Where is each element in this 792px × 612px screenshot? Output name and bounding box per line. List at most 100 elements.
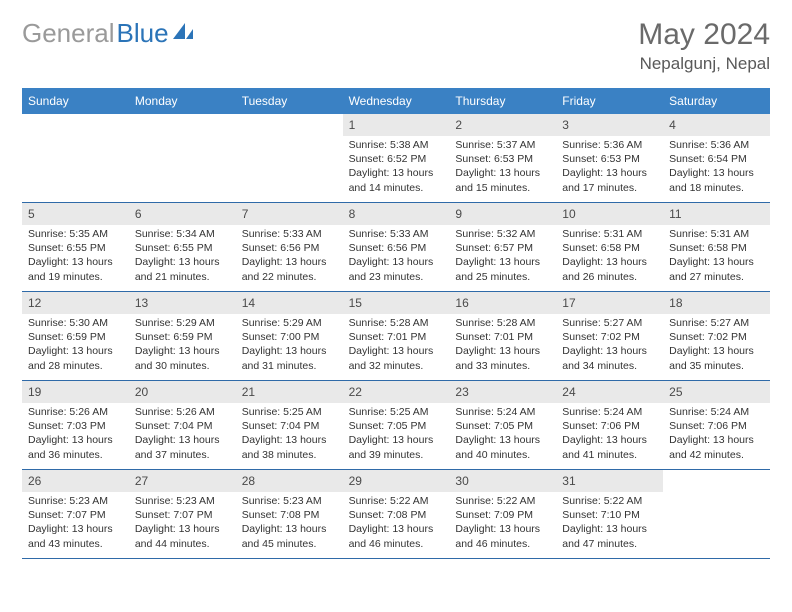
- day-number: 11: [663, 203, 770, 225]
- weekday-header: Sunday: [22, 88, 129, 114]
- daylight-line: Daylight: 13 hours and 31 minutes.: [242, 344, 337, 372]
- day-number: 8: [343, 203, 450, 225]
- calendar-cell: 14Sunrise: 5:29 AMSunset: 7:00 PMDayligh…: [236, 292, 343, 380]
- day-details: Sunrise: 5:31 AMSunset: 6:58 PMDaylight:…: [556, 225, 663, 290]
- day-details: Sunrise: 5:33 AMSunset: 6:56 PMDaylight:…: [343, 225, 450, 290]
- day-details: Sunrise: 5:32 AMSunset: 6:57 PMDaylight:…: [449, 225, 556, 290]
- daylight-line: Daylight: 13 hours and 35 minutes.: [669, 344, 764, 372]
- sunset-line: Sunset: 6:59 PM: [135, 330, 230, 344]
- sunset-line: Sunset: 7:08 PM: [242, 508, 337, 522]
- daylight-line: Daylight: 13 hours and 47 minutes.: [562, 522, 657, 550]
- daylight-line: Daylight: 13 hours and 27 minutes.: [669, 255, 764, 283]
- sunrise-line: Sunrise: 5:36 AM: [562, 138, 657, 152]
- day-number: 12: [22, 292, 129, 314]
- sunrise-line: Sunrise: 5:24 AM: [669, 405, 764, 419]
- calendar-week: 5Sunrise: 5:35 AMSunset: 6:55 PMDaylight…: [22, 203, 770, 292]
- daylight-line: Daylight: 13 hours and 32 minutes.: [349, 344, 444, 372]
- weekday-header: Wednesday: [343, 88, 450, 114]
- day-number: 14: [236, 292, 343, 314]
- sunset-line: Sunset: 7:02 PM: [562, 330, 657, 344]
- sunrise-line: Sunrise: 5:25 AM: [242, 405, 337, 419]
- sunset-line: Sunset: 6:52 PM: [349, 152, 444, 166]
- calendar-cell: 19Sunrise: 5:26 AMSunset: 7:03 PMDayligh…: [22, 381, 129, 469]
- sunset-line: Sunset: 6:54 PM: [669, 152, 764, 166]
- day-details: Sunrise: 5:22 AMSunset: 7:09 PMDaylight:…: [449, 492, 556, 557]
- daylight-line: Daylight: 13 hours and 17 minutes.: [562, 166, 657, 194]
- daylight-line: Daylight: 13 hours and 18 minutes.: [669, 166, 764, 194]
- day-number: 4: [663, 114, 770, 136]
- day-number: 22: [343, 381, 450, 403]
- daylight-line: Daylight: 13 hours and 41 minutes.: [562, 433, 657, 461]
- sunrise-line: Sunrise: 5:27 AM: [669, 316, 764, 330]
- calendar-cell: 23Sunrise: 5:24 AMSunset: 7:05 PMDayligh…: [449, 381, 556, 469]
- calendar-cell: 13Sunrise: 5:29 AMSunset: 6:59 PMDayligh…: [129, 292, 236, 380]
- day-number: 28: [236, 470, 343, 492]
- calendar-cell: 6Sunrise: 5:34 AMSunset: 6:55 PMDaylight…: [129, 203, 236, 291]
- day-details: Sunrise: 5:35 AMSunset: 6:55 PMDaylight:…: [22, 225, 129, 290]
- day-details: Sunrise: 5:29 AMSunset: 7:00 PMDaylight:…: [236, 314, 343, 379]
- sunset-line: Sunset: 7:01 PM: [455, 330, 550, 344]
- sunrise-line: Sunrise: 5:22 AM: [562, 494, 657, 508]
- sunset-line: Sunset: 7:10 PM: [562, 508, 657, 522]
- day-number: 18: [663, 292, 770, 314]
- day-number: 20: [129, 381, 236, 403]
- weekday-header: Friday: [556, 88, 663, 114]
- weekday-header-row: Sunday Monday Tuesday Wednesday Thursday…: [22, 88, 770, 114]
- day-number: 7: [236, 203, 343, 225]
- sunset-line: Sunset: 7:04 PM: [242, 419, 337, 433]
- daylight-line: Daylight: 13 hours and 33 minutes.: [455, 344, 550, 372]
- sunset-line: Sunset: 7:05 PM: [455, 419, 550, 433]
- daylight-line: Daylight: 13 hours and 34 minutes.: [562, 344, 657, 372]
- day-number: 13: [129, 292, 236, 314]
- daylight-line: Daylight: 13 hours and 21 minutes.: [135, 255, 230, 283]
- day-details: Sunrise: 5:23 AMSunset: 7:07 PMDaylight:…: [22, 492, 129, 557]
- title-block: May 2024 Nepalgunj, Nepal: [638, 18, 770, 74]
- day-details: Sunrise: 5:24 AMSunset: 7:06 PMDaylight:…: [663, 403, 770, 468]
- sunrise-line: Sunrise: 5:29 AM: [135, 316, 230, 330]
- day-number: 16: [449, 292, 556, 314]
- day-details: Sunrise: 5:38 AMSunset: 6:52 PMDaylight:…: [343, 136, 450, 201]
- day-details: Sunrise: 5:27 AMSunset: 7:02 PMDaylight:…: [663, 314, 770, 379]
- day-number: 17: [556, 292, 663, 314]
- sunrise-line: Sunrise: 5:36 AM: [669, 138, 764, 152]
- sunset-line: Sunset: 6:58 PM: [562, 241, 657, 255]
- sunrise-line: Sunrise: 5:26 AM: [135, 405, 230, 419]
- day-details: Sunrise: 5:33 AMSunset: 6:56 PMDaylight:…: [236, 225, 343, 290]
- calendar-cell: 21Sunrise: 5:25 AMSunset: 7:04 PMDayligh…: [236, 381, 343, 469]
- day-number: 29: [343, 470, 450, 492]
- calendar-cell: 17Sunrise: 5:27 AMSunset: 7:02 PMDayligh…: [556, 292, 663, 380]
- calendar-cell: 25Sunrise: 5:24 AMSunset: 7:06 PMDayligh…: [663, 381, 770, 469]
- day-details: Sunrise: 5:36 AMSunset: 6:54 PMDaylight:…: [663, 136, 770, 201]
- sunset-line: Sunset: 7:04 PM: [135, 419, 230, 433]
- day-details: Sunrise: 5:27 AMSunset: 7:02 PMDaylight:…: [556, 314, 663, 379]
- daylight-line: Daylight: 13 hours and 19 minutes.: [28, 255, 123, 283]
- sunrise-line: Sunrise: 5:27 AM: [562, 316, 657, 330]
- calendar-cell: 7Sunrise: 5:33 AMSunset: 6:56 PMDaylight…: [236, 203, 343, 291]
- calendar-cell: 30Sunrise: 5:22 AMSunset: 7:09 PMDayligh…: [449, 470, 556, 558]
- sunrise-line: Sunrise: 5:31 AM: [562, 227, 657, 241]
- location-label: Nepalgunj, Nepal: [638, 54, 770, 74]
- day-number: 27: [129, 470, 236, 492]
- calendar-cell: 8Sunrise: 5:33 AMSunset: 6:56 PMDaylight…: [343, 203, 450, 291]
- day-details: Sunrise: 5:31 AMSunset: 6:58 PMDaylight:…: [663, 225, 770, 290]
- sunset-line: Sunset: 6:59 PM: [28, 330, 123, 344]
- day-details: Sunrise: 5:34 AMSunset: 6:55 PMDaylight:…: [129, 225, 236, 290]
- sunrise-line: Sunrise: 5:28 AM: [455, 316, 550, 330]
- day-number: 19: [22, 381, 129, 403]
- day-number: 26: [22, 470, 129, 492]
- month-title: May 2024: [638, 18, 770, 52]
- weekday-header: Tuesday: [236, 88, 343, 114]
- daylight-line: Daylight: 13 hours and 36 minutes.: [28, 433, 123, 461]
- sunrise-line: Sunrise: 5:23 AM: [135, 494, 230, 508]
- daylight-line: Daylight: 13 hours and 26 minutes.: [562, 255, 657, 283]
- day-details: Sunrise: 5:25 AMSunset: 7:04 PMDaylight:…: [236, 403, 343, 468]
- calendar-cell: 22Sunrise: 5:25 AMSunset: 7:05 PMDayligh…: [343, 381, 450, 469]
- calendar-cell: 12Sunrise: 5:30 AMSunset: 6:59 PMDayligh…: [22, 292, 129, 380]
- calendar-cell: 24Sunrise: 5:24 AMSunset: 7:06 PMDayligh…: [556, 381, 663, 469]
- daylight-line: Daylight: 13 hours and 42 minutes.: [669, 433, 764, 461]
- sunset-line: Sunset: 7:07 PM: [28, 508, 123, 522]
- weekday-header: Monday: [129, 88, 236, 114]
- day-number: 23: [449, 381, 556, 403]
- day-number: 5: [22, 203, 129, 225]
- sunset-line: Sunset: 7:00 PM: [242, 330, 337, 344]
